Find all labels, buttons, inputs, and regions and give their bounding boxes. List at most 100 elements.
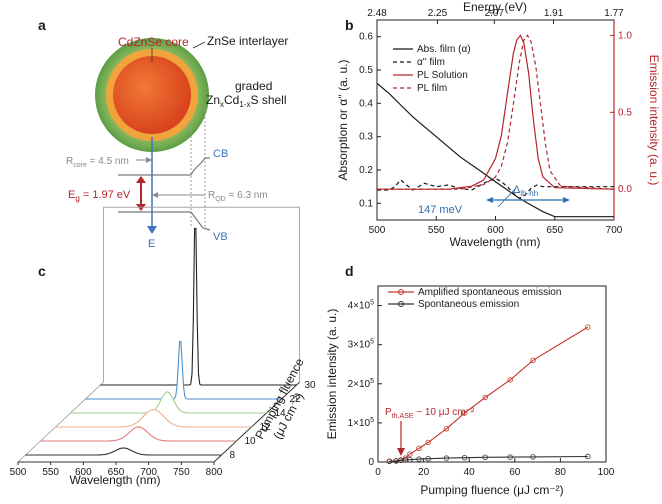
c-series-8 [25,447,222,456]
c-fluence-label-12: 12 [260,422,272,433]
panel-d: Pumping fluence (μJ cm⁻²) Emission inten… [325,285,615,497]
legend-d-label-1: Spontaneous emission [418,299,519,310]
d-series-0-point-12 [585,324,591,330]
shell-label-1: graded [235,79,272,93]
b-xtick-label-4: 700 [606,225,623,236]
d-series-0-point-11 [530,357,536,363]
c-fluence-label-14: 14 [275,408,287,419]
annotation-delta-arrowhead-right [563,197,570,203]
c-series-fill-12 [55,409,252,427]
d-series-1-point-4 [407,457,413,463]
c-xtick-label-2: 600 [75,467,92,478]
panel-label-a: a [38,17,46,33]
b-xtick-label-2: 600 [487,225,504,236]
panel-b-x-label: Wavelength (nm) [450,235,541,249]
b-ytick-right-label-2: 1.0 [618,30,632,41]
legend-b-label-3: PL film [417,83,447,94]
d-series-1-point-12 [585,453,591,460]
panel-b: Energy (eV) Wavelength (nm) Absorption o… [336,0,661,249]
r-core-label: Rcore = 4.5 nm [66,156,129,169]
panel-b-legend: Abs. film (α) α'' film PL Solution PL fi… [393,44,471,94]
annotation-147mev-pointer [497,187,517,208]
panel-a: CdZnSe core ZnSe interlayer graded ZnxCd… [66,34,288,250]
d-series-1-point-11 [530,454,536,460]
b-series-0 [376,82,614,218]
c-xtick-label-5: 750 [173,467,190,478]
b-toptick-label-0: 2.48 [367,8,387,19]
b-ytick-left-label-3: 0.4 [359,98,373,109]
panel-b-ticks: 500 550 600 650 700 2.48 2.25 2.07 1.91 1.77 0.1 0.… [359,8,632,236]
d-xtick-label-4: 80 [555,467,567,478]
interlayer-pointer [192,41,206,49]
d-ytick-label-1: 1×105 [348,417,375,429]
core-label: CdZnSe core [118,35,189,49]
b-ytick-left-label-5: 0.6 [359,32,373,43]
c-series-14 [70,391,267,414]
d-series-1-point-6 [425,456,431,462]
d-xtick-label-2: 40 [464,467,476,478]
b-series-2 [377,34,615,190]
c-series-30 [100,227,297,386]
d-xtick-label-1: 20 [418,467,430,478]
d-series-0 [389,326,589,462]
r-core-arrowhead [146,157,152,163]
b-toptick-label-4: 1.77 [604,8,624,19]
shell-label-2: ZnxCd1-xS shell [206,93,287,109]
b-toptick-label-3: 1.91 [544,8,564,19]
d-series-0-point-10 [507,377,513,383]
annotation-147mev: 147 meV [418,204,463,216]
c-series-12 [55,408,252,428]
c-fluence-label-8: 8 [230,450,236,461]
d-series-1-point-10 [507,454,513,460]
b-ytick-right-label-1: 0.5 [618,107,632,118]
d-ytick-label-4: 4×105 [348,300,375,312]
d-ytick-label-2: 2×105 [348,378,375,390]
d-series-0-point-5 [416,445,422,451]
panel-label-c: c [38,263,46,279]
c-fluence-label-22: 22 [290,394,302,405]
c-series-fill-14 [70,392,267,413]
c-xtick-label-4: 700 [140,467,157,478]
b-xtick-label-3: 650 [546,225,563,236]
c-xtick-label-0: 500 [10,467,27,478]
legend-d-marker-1 [398,301,404,307]
legend-d-marker-0 [398,289,404,295]
c-xtick-label-6: 800 [206,467,223,478]
legend-b-label-2: PL Solution [417,70,468,81]
d-series-1-point-8 [461,455,468,461]
panel-b-y-right-label: Emission intensity (a. u.) [647,55,661,186]
d-series-0-point-8 [461,410,468,416]
panel-label-b: b [345,17,354,33]
r-qd-arrowhead [152,192,158,198]
c-xtick-label-3: 650 [108,467,125,478]
d-ytick-label-3: 3×105 [348,339,375,351]
c-fluence-label-10: 10 [245,436,257,447]
eg-arrowhead-top [136,176,146,183]
panel-d-x-label: Pumping fluence (μJ cm⁻²) [420,483,563,497]
panel-d-ticks: 0 20 40 60 80 100 0 1×105 2×105 3×105 4×105 [348,300,615,478]
cb-label: CB [213,148,228,160]
b-ytick-left-label-0: 0.1 [359,198,373,209]
panel-d-threshold-label: Pth,ASE ~ 10 μJ cm⁻² [385,407,475,420]
panel-b-y-left-label: Absorption or α'' (a. u.) [336,60,350,181]
panel-d-legend: Amplified spontaneous emission Spontaneo… [388,287,561,310]
cb-shell-line [190,157,210,176]
panel-b-top-label: Energy (eV) [463,0,527,14]
r-qd-label: RQD = 6.3 nm [208,190,268,203]
annotation-delta: Δlh-hh [513,184,538,198]
c-series-10 [40,426,237,442]
d-series-1-point-0 [386,458,393,465]
c-fluence-label-30: 30 [305,380,317,391]
d-xtick-label-0: 0 [375,467,381,478]
c-xtick-label-1: 550 [42,467,59,478]
b-ytick-left-label-4: 0.5 [359,65,373,76]
panel-d-series [386,324,591,465]
panel-d-threshold-arrowhead [397,448,405,456]
d-series-1-point-5 [416,456,422,462]
annotation-delta-arrowhead-left [486,197,493,203]
d-xtick-label-3: 60 [509,467,521,478]
panel-label-d: d [345,263,354,279]
